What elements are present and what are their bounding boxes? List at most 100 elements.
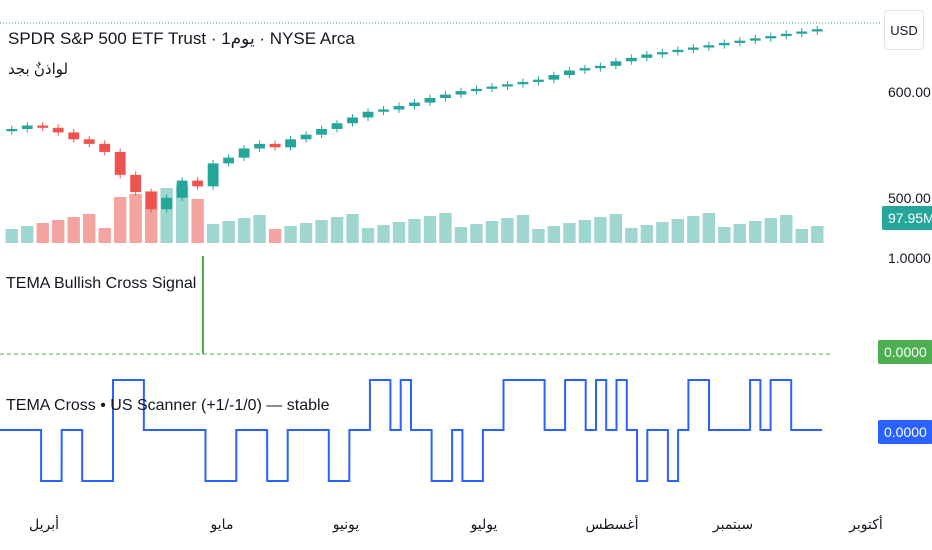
volume-bar: [687, 216, 700, 243]
volume-bar: [52, 220, 65, 243]
volume-bar: [764, 218, 777, 243]
volume-bar: [268, 229, 282, 243]
volume-bar: [780, 215, 793, 243]
volume-bar: [702, 213, 716, 243]
volume-bar: [222, 221, 235, 243]
volume-bar: [206, 224, 220, 243]
candle-body: [765, 36, 777, 39]
chart-subtitle: لو‌اذنٌ بجد: [8, 61, 69, 78]
volume-bar: [361, 228, 375, 243]
candle-body: [811, 29, 823, 32]
candle-body: [455, 91, 467, 95]
candle-body: [424, 98, 436, 103]
volume-bar: [625, 228, 638, 243]
volume-bar: [67, 217, 80, 243]
candle-body: [780, 33, 792, 37]
candle-body: [796, 31, 808, 34]
volume-bar: [377, 225, 390, 243]
scanner-pane-label: TEMA Cross • US Scanner (+1/-1/0) — stab…: [6, 397, 330, 414]
volume-bar: [594, 217, 607, 243]
volume-bar: [609, 214, 623, 243]
time-axis-label-june: يونيو: [332, 516, 360, 532]
volume-bar: [129, 194, 142, 243]
candle-body: [502, 84, 513, 87]
candle-body: [610, 61, 622, 66]
time-axis-label-july: يوليو: [470, 516, 498, 532]
volume-bar: [315, 220, 328, 243]
candle-body: [409, 102, 420, 107]
time-axis-label-october: أكتوبر: [849, 516, 883, 532]
signal-pane-label: TEMA Bullish Cross Signal: [6, 275, 197, 292]
scanner-value-badge: 0.0000: [878, 420, 932, 444]
candle-body: [563, 70, 575, 76]
candle-body: [718, 42, 730, 46]
scanner-line: [0, 379, 822, 482]
volume-bar: [113, 197, 127, 243]
candle-body: [130, 174, 142, 193]
candle-body: [52, 127, 64, 133]
candle-body: [656, 52, 668, 55]
volume-bar: [346, 214, 359, 243]
volume-bar: [671, 219, 685, 243]
volume-bars: [5, 185, 824, 243]
candle-body: [285, 139, 296, 148]
candle-body: [641, 54, 653, 58]
candle-body: [83, 139, 95, 144]
volume-bar: [485, 221, 499, 243]
candle-body: [440, 94, 451, 98]
candle-body: [68, 132, 80, 140]
signal-axis-top-label: 1.0000: [888, 250, 931, 266]
volume-badge: 97.95M: [882, 206, 932, 230]
volume-bar: [516, 215, 530, 243]
candle-body: [238, 148, 250, 158]
candle-body: [347, 117, 358, 124]
volume-bar: [501, 218, 514, 243]
volume-bar: [439, 213, 452, 243]
candle-body: [6, 128, 18, 132]
volume-bar: [749, 221, 762, 243]
candle-body: [176, 180, 188, 198]
volume-bar: [718, 227, 731, 243]
volume-bar: [392, 222, 406, 243]
volume-bar: [470, 224, 483, 243]
volume-bar: [454, 227, 468, 243]
volume-bar: [175, 185, 189, 243]
candle-body: [625, 57, 637, 62]
volume-bar: [578, 220, 592, 243]
price-axis-label-500: 500.00: [888, 190, 931, 206]
volume-bar: [36, 223, 49, 243]
candle-body: [687, 47, 699, 50]
volume-bar: [21, 226, 34, 243]
volume-bar: [423, 216, 437, 243]
candle-body: [99, 143, 111, 152]
signal-value-badge: 0.0000: [878, 340, 932, 364]
price-candles: [6, 25, 823, 213]
time-axis-label-august: أغسطس: [585, 516, 639, 532]
volume-bar: [284, 226, 297, 243]
candle-body: [362, 111, 374, 118]
candle-body: [37, 125, 49, 128]
candle-body: [254, 143, 266, 149]
chart-title: SPDR S&P 500 ETF Trust · 1يوم · NYSE Arc…: [8, 29, 355, 48]
volume-bar: [5, 229, 18, 243]
candle-body: [579, 68, 591, 71]
candle-body: [331, 123, 343, 129]
candle-body: [594, 65, 606, 69]
volume-bar: [299, 223, 313, 243]
volume-bar: [253, 215, 266, 243]
price-axis-label-600: 600.00: [888, 84, 931, 100]
volume-bar: [98, 228, 111, 243]
currency-button[interactable]: USD: [884, 10, 924, 50]
time-axis-label-may: مايو: [210, 516, 234, 532]
candle-body: [192, 180, 204, 187]
candle-body: [486, 86, 498, 89]
volume-bar: [532, 229, 545, 243]
volume-bar: [640, 225, 654, 243]
candle-body: [21, 125, 33, 129]
volume-bar: [795, 229, 808, 243]
volume-bar: [547, 226, 561, 243]
volume-bar: [330, 217, 344, 243]
candle-body: [734, 40, 746, 43]
candle-body: [223, 157, 235, 164]
